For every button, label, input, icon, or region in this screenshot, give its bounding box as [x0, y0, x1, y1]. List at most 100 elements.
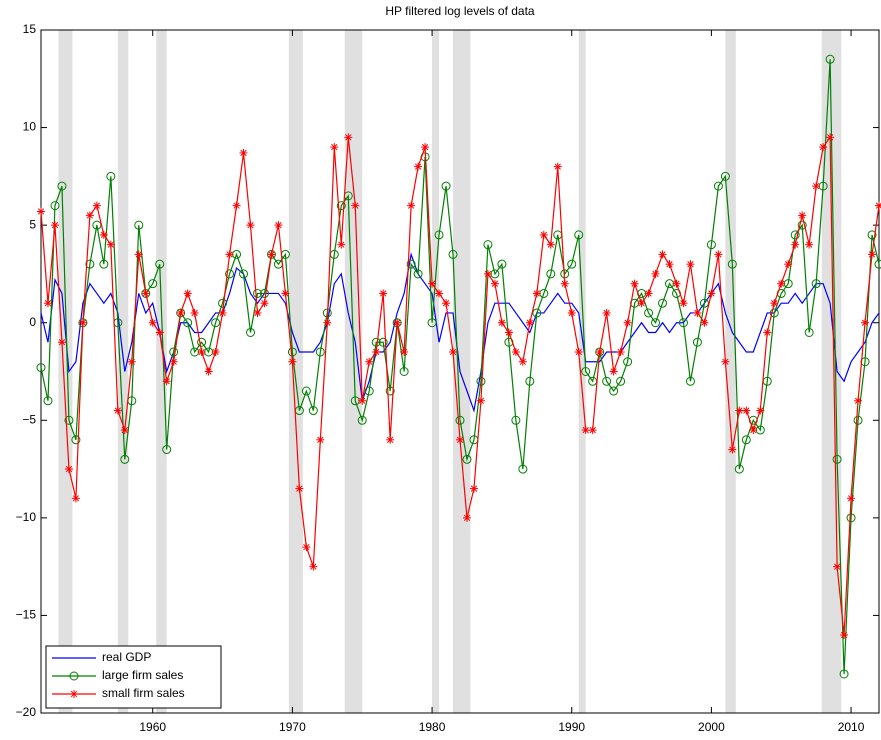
marker — [169, 347, 179, 357]
marker-stroke — [79, 319, 87, 326]
marker — [204, 367, 213, 376]
marker-stroke — [701, 319, 708, 326]
marker — [777, 279, 786, 288]
marker-stroke — [70, 690, 78, 698]
marker-stroke — [393, 319, 401, 326]
marker — [162, 377, 171, 386]
marker-stroke — [435, 290, 443, 297]
x-tick-label: 2000 — [698, 720, 725, 734]
marker — [64, 415, 74, 425]
marker — [462, 454, 472, 464]
marker-stroke — [414, 163, 422, 170]
marker — [727, 259, 737, 269]
marker — [728, 445, 737, 454]
marker — [239, 148, 248, 157]
marker — [218, 298, 228, 308]
marker — [602, 308, 611, 317]
marker-stroke — [785, 261, 792, 268]
marker-stroke — [177, 309, 184, 317]
marker — [336, 201, 346, 211]
marker — [553, 162, 562, 171]
marker — [560, 279, 569, 288]
marker — [78, 318, 87, 327]
marker — [707, 289, 716, 298]
marker-stroke — [722, 358, 729, 365]
marker-stroke — [289, 358, 296, 365]
marker-stroke — [128, 358, 135, 365]
marker — [825, 54, 835, 64]
marker-stroke — [86, 212, 94, 219]
marker — [92, 201, 101, 210]
marker-stroke — [847, 495, 855, 502]
marker — [525, 376, 535, 386]
marker-stroke — [861, 319, 869, 326]
marker — [148, 318, 157, 327]
marker — [819, 143, 828, 152]
marker-stroke — [819, 143, 827, 151]
marker — [239, 269, 249, 279]
marker — [106, 171, 116, 181]
shaded-period — [344, 30, 363, 713]
marker — [406, 259, 416, 269]
marker-stroke — [93, 202, 101, 209]
marker-stroke — [72, 495, 80, 502]
chart-title: HP filtered log levels of data — [385, 4, 535, 18]
marker — [155, 259, 165, 269]
marker-stroke — [498, 319, 506, 326]
marker — [64, 465, 73, 474]
x-tick-label: 2010 — [838, 720, 865, 734]
marker — [874, 259, 881, 269]
marker — [421, 143, 430, 152]
marker-stroke — [400, 348, 408, 356]
marker-stroke — [114, 407, 121, 414]
marker — [532, 308, 542, 318]
marker-stroke — [554, 163, 561, 170]
marker — [232, 201, 241, 210]
marker — [246, 221, 255, 230]
marker — [218, 308, 227, 317]
marker — [798, 211, 807, 220]
marker — [85, 211, 94, 220]
marker — [644, 308, 654, 318]
y-tick-label: 15 — [23, 22, 37, 36]
marker — [106, 240, 115, 249]
marker — [344, 133, 353, 142]
marker — [623, 318, 632, 327]
marker-stroke — [708, 290, 715, 297]
marker — [518, 464, 528, 474]
marker — [57, 181, 67, 191]
marker — [595, 347, 604, 356]
marker — [309, 562, 318, 571]
marker — [713, 181, 723, 191]
marker — [476, 396, 485, 405]
marker — [581, 367, 591, 376]
marker — [692, 337, 702, 347]
marker — [148, 279, 158, 289]
shaded-period — [58, 30, 73, 713]
marker — [567, 308, 576, 317]
marker — [127, 357, 136, 366]
marker — [70, 690, 78, 698]
marker — [546, 269, 556, 279]
marker-stroke — [212, 348, 219, 356]
marker-stroke — [596, 348, 603, 356]
marker — [141, 289, 150, 298]
y-tick-label: 5 — [29, 217, 36, 231]
marker-stroke — [456, 436, 464, 443]
marker — [735, 406, 744, 415]
marker — [183, 318, 193, 328]
marker-stroke — [764, 329, 771, 336]
marker — [448, 249, 458, 259]
marker — [176, 308, 185, 317]
marker — [357, 415, 367, 425]
marker — [525, 318, 534, 327]
y-tick-label: −5 — [22, 412, 36, 426]
marker-stroke — [205, 368, 212, 375]
y-tick-label: 10 — [23, 120, 37, 134]
marker — [358, 396, 367, 405]
marker — [36, 363, 46, 373]
marker — [497, 318, 506, 327]
marker — [197, 347, 206, 356]
marker — [833, 562, 842, 571]
